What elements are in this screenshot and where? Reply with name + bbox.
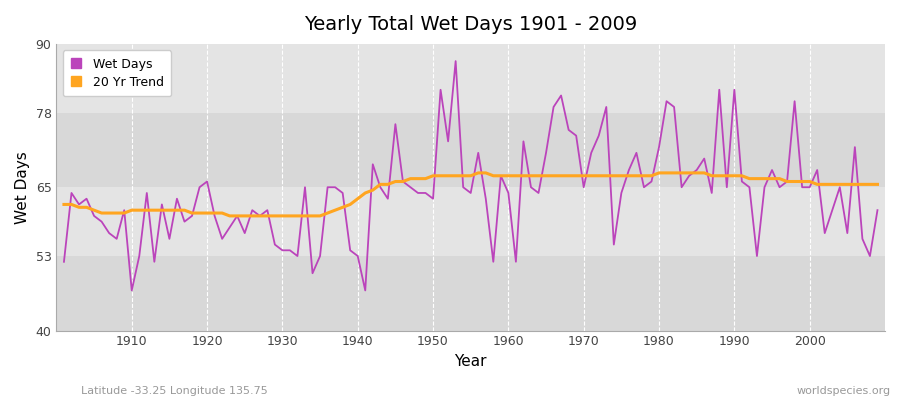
Bar [57,44,885,113]
Bar [57,187,885,256]
Legend: Wet Days, 20 Yr Trend: Wet Days, 20 Yr Trend [63,50,171,96]
Title: Yearly Total Wet Days 1901 - 2009: Yearly Total Wet Days 1901 - 2009 [304,15,637,34]
Bar [57,113,885,187]
Text: worldspecies.org: worldspecies.org [796,386,891,396]
Y-axis label: Wet Days: Wet Days [15,151,30,224]
Text: Latitude -33.25 Longitude 135.75: Latitude -33.25 Longitude 135.75 [81,386,268,396]
X-axis label: Year: Year [454,354,487,369]
Bar [57,256,885,330]
